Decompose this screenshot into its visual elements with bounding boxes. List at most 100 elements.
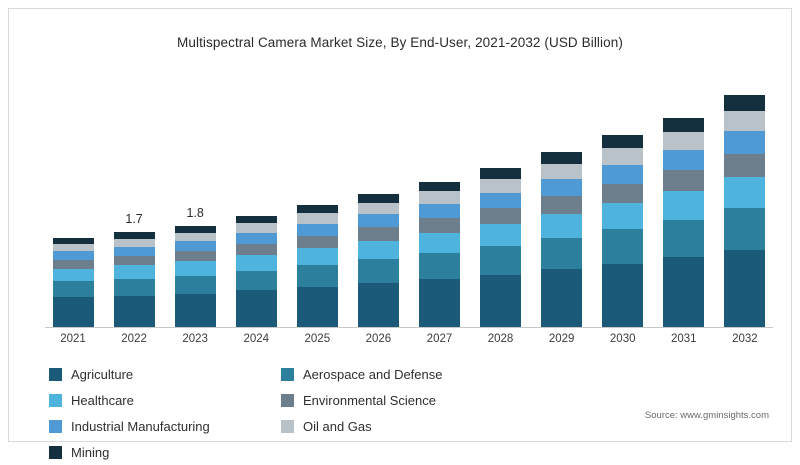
bar-segment[interactable] (52, 251, 94, 260)
bar-segment[interactable] (357, 202, 399, 215)
bar-segment[interactable] (113, 295, 155, 327)
bar-segment[interactable] (357, 283, 399, 327)
stacked-bar[interactable] (418, 179, 460, 327)
bar-column[interactable] (473, 69, 529, 327)
bar-column[interactable]: 1.7 (106, 69, 162, 327)
bar-segment[interactable] (480, 192, 522, 209)
bar-segment[interactable] (602, 148, 644, 165)
bar-segment[interactable] (541, 269, 583, 327)
bar-segment[interactable] (174, 226, 216, 233)
bar-segment[interactable] (235, 223, 277, 233)
bar-segment[interactable] (296, 223, 338, 236)
stacked-bar[interactable] (602, 133, 644, 327)
bar-segment[interactable] (663, 170, 705, 192)
bar-segment[interactable] (724, 249, 766, 327)
stacked-bar[interactable] (724, 93, 766, 327)
bar-segment[interactable] (235, 290, 277, 327)
bar-segment[interactable] (724, 208, 766, 250)
bar-segment[interactable] (418, 252, 460, 280)
bar-segment[interactable] (296, 213, 338, 224)
bar-segment[interactable] (296, 265, 338, 288)
bar-segment[interactable] (296, 235, 338, 249)
bar-segment[interactable] (663, 191, 705, 220)
bar-column[interactable] (289, 69, 345, 327)
bar-segment[interactable] (357, 214, 399, 228)
bar-segment[interactable] (235, 255, 277, 271)
bar-segment[interactable] (235, 232, 277, 244)
bar-segment[interactable] (113, 232, 155, 239)
bar-segment[interactable] (663, 219, 705, 258)
bar-segment[interactable] (52, 259, 94, 269)
bar-segment[interactable] (480, 168, 522, 180)
bar-segment[interactable] (541, 164, 583, 180)
bar-segment[interactable] (418, 232, 460, 253)
bar-segment[interactable] (541, 237, 583, 270)
bar-segment[interactable] (52, 268, 94, 282)
bar-segment[interactable] (724, 111, 766, 132)
bar-segment[interactable] (663, 131, 705, 150)
bar-segment[interactable] (235, 243, 277, 256)
bar-segment[interactable] (602, 135, 644, 149)
bar-column[interactable] (45, 69, 101, 327)
bar-segment[interactable] (113, 265, 155, 279)
bar-segment[interactable] (602, 263, 644, 327)
bar-segment[interactable] (113, 246, 155, 256)
bar-column[interactable]: 1.8 (167, 69, 223, 327)
bar-segment[interactable] (541, 214, 583, 238)
legend-item[interactable]: Oil and Gas (281, 413, 513, 439)
bar-segment[interactable] (480, 274, 522, 327)
bar-segment[interactable] (418, 279, 460, 327)
bar-column[interactable] (534, 69, 590, 327)
stacked-bar[interactable] (235, 213, 277, 327)
bar-segment[interactable] (357, 193, 399, 203)
bar-segment[interactable] (480, 208, 522, 225)
bar-segment[interactable] (52, 243, 94, 252)
bar-segment[interactable] (418, 181, 460, 192)
bar-column[interactable] (228, 69, 284, 327)
legend-item[interactable]: Industrial Manufacturing (49, 413, 281, 439)
bar-segment[interactable] (663, 257, 705, 327)
bar-segment[interactable] (174, 232, 216, 242)
bar-segment[interactable] (235, 215, 277, 224)
bar-segment[interactable] (357, 259, 399, 284)
bar-segment[interactable] (602, 229, 644, 264)
bar-segment[interactable] (52, 238, 94, 244)
bar-segment[interactable] (602, 183, 644, 204)
stacked-bar[interactable] (296, 201, 338, 327)
legend-item[interactable]: Aerospace and Defense (281, 361, 513, 387)
bar-column[interactable] (350, 69, 406, 327)
bar-segment[interactable] (52, 297, 94, 327)
stacked-bar[interactable] (663, 116, 705, 327)
legend-item[interactable]: Environmental Science (281, 387, 513, 413)
bar-segment[interactable] (724, 176, 766, 209)
bar-column[interactable] (411, 69, 467, 327)
bar-segment[interactable] (602, 164, 644, 184)
bar-segment[interactable] (174, 261, 216, 276)
bar-segment[interactable] (113, 278, 155, 296)
bar-segment[interactable] (235, 270, 277, 291)
bar-segment[interactable] (724, 131, 766, 154)
bar-segment[interactable] (113, 238, 155, 247)
bar-segment[interactable] (357, 240, 399, 260)
stacked-bar[interactable] (52, 236, 94, 327)
bar-segment[interactable] (480, 179, 522, 193)
bar-segment[interactable] (52, 281, 94, 298)
bar-segment[interactable] (663, 117, 705, 132)
bar-segment[interactable] (724, 153, 766, 177)
bar-column[interactable] (656, 69, 712, 327)
bar-segment[interactable] (724, 95, 766, 112)
legend-item[interactable]: Agriculture (49, 361, 281, 387)
bar-segment[interactable] (480, 224, 522, 246)
bar-segment[interactable] (174, 251, 216, 262)
stacked-bar[interactable] (541, 150, 583, 327)
bar-segment[interactable] (541, 196, 583, 215)
bar-segment[interactable] (418, 218, 460, 233)
bar-segment[interactable] (113, 255, 155, 266)
bar-segment[interactable] (174, 275, 216, 294)
legend-item[interactable]: Healthcare (49, 387, 281, 413)
bar-segment[interactable] (296, 287, 338, 327)
bar-segment[interactable] (663, 149, 705, 171)
bar-segment[interactable] (602, 203, 644, 230)
bar-column[interactable] (717, 69, 773, 327)
bar-segment[interactable] (174, 293, 216, 327)
